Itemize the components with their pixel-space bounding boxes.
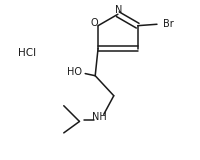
- Text: NH: NH: [92, 112, 107, 122]
- Text: Br: Br: [163, 19, 174, 29]
- Text: HCl: HCl: [18, 48, 36, 58]
- Text: N: N: [115, 5, 122, 15]
- Text: HO: HO: [67, 67, 82, 77]
- Text: O: O: [90, 18, 98, 28]
